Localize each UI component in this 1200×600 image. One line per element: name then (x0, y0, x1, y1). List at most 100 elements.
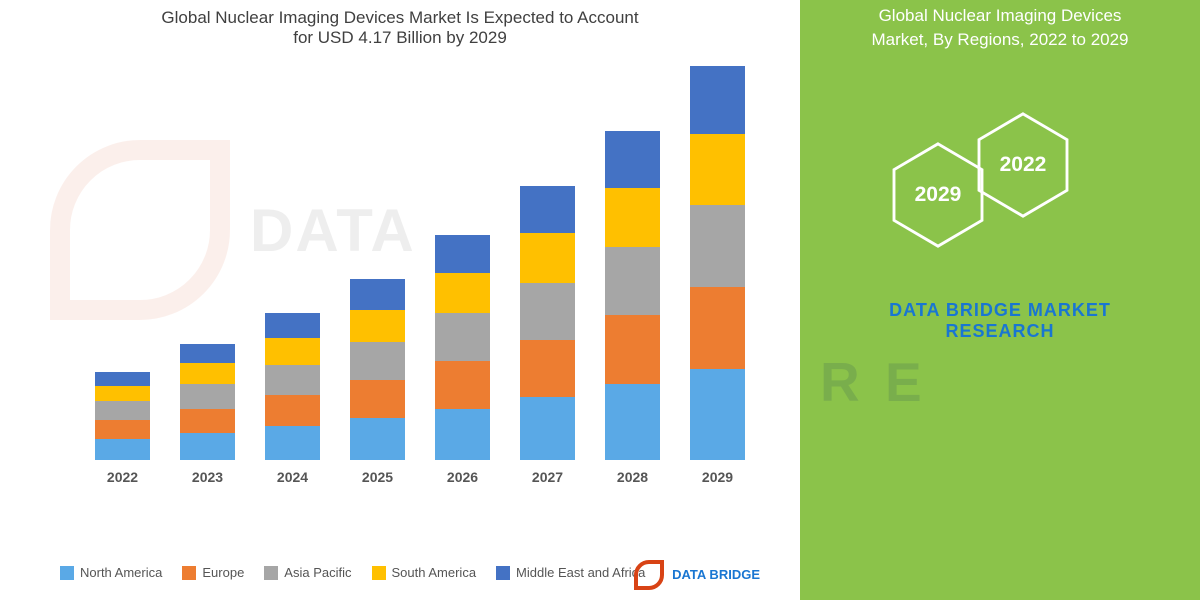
right-title-line1: Global Nuclear Imaging Devices (879, 6, 1122, 25)
brand-line2: RESEARCH (945, 321, 1054, 341)
bar-segment (605, 131, 660, 188)
legend-item: Middle East and Africa (496, 565, 645, 580)
legend-label: Middle East and Africa (516, 565, 645, 580)
bar-segment (265, 338, 320, 365)
x-axis-label: 2028 (598, 469, 668, 485)
bar-segment (690, 134, 745, 204)
bar-segment (605, 315, 660, 384)
x-axis-label: 2026 (428, 469, 498, 485)
hex-2029-label: 2029 (915, 183, 962, 206)
bar-group: 2025 (343, 279, 413, 460)
legend-label: North America (80, 565, 162, 580)
bar-segment (520, 186, 575, 234)
bar-stack (180, 344, 235, 460)
bar-group: 2024 (258, 313, 328, 460)
bar-segment (520, 283, 575, 340)
x-axis-label: 2024 (258, 469, 328, 485)
chart-title-line1: Global Nuclear Imaging Devices Market Is… (161, 8, 638, 27)
bar-segment (95, 372, 150, 385)
bar-segment (690, 369, 745, 460)
legend-item: Asia Pacific (264, 565, 351, 580)
footer-logo-text: DATA BRIDGE (672, 568, 760, 582)
bar-segment (95, 386, 150, 401)
brand-line1: DATA BRIDGE MARKET (889, 300, 1111, 320)
legend-item: South America (372, 565, 477, 580)
bar-segment (520, 397, 575, 460)
legend-swatch (496, 566, 510, 580)
bar-segment (180, 409, 235, 434)
x-axis-label: 2029 (683, 469, 753, 485)
bar-segment (350, 418, 405, 460)
chart-area: 20222023202420252026202720282029 (80, 60, 760, 490)
bar-segment (435, 313, 490, 361)
bar-segment (605, 384, 660, 460)
bar-segment (95, 420, 150, 439)
bar-stack (95, 372, 150, 460)
bar-segment (350, 310, 405, 342)
x-axis-label: 2027 (513, 469, 583, 485)
footer-logo-icon (634, 560, 664, 590)
legend-swatch (372, 566, 386, 580)
bar-segment (435, 361, 490, 409)
hexagon-2022: 2022 (975, 110, 1071, 220)
bar-segment (180, 363, 235, 384)
bar-stack (435, 235, 490, 460)
right-panel-title: Global Nuclear Imaging Devices Market, B… (800, 0, 1200, 52)
bar-group: 2022 (88, 372, 158, 460)
bar-group: 2029 (683, 66, 753, 460)
bar-segment (95, 439, 150, 460)
bar-segment (520, 340, 575, 397)
bar-segment (265, 426, 320, 460)
bar-segment (265, 395, 320, 425)
legend-swatch (182, 566, 196, 580)
bar-segment (180, 433, 235, 460)
x-axis-label: 2025 (343, 469, 413, 485)
bar-segment (95, 401, 150, 420)
chart-title-line2: for USD 4.17 Billion by 2029 (293, 28, 507, 47)
right-title-line2: Market, By Regions, 2022 to 2029 (871, 30, 1128, 49)
bar-segment (350, 279, 405, 309)
brand-text: DATA BRIDGE MARKET RESEARCH (800, 300, 1200, 342)
right-panel: Global Nuclear Imaging Devices Market, B… (800, 0, 1200, 600)
legend-label: Asia Pacific (284, 565, 351, 580)
bar-group: 2023 (173, 344, 243, 460)
legend-label: Europe (202, 565, 244, 580)
hex-2022-label: 2022 (1000, 153, 1047, 176)
bar-stack (350, 279, 405, 460)
bar-segment (265, 313, 320, 338)
bar-segment (520, 233, 575, 283)
chart-title: Global Nuclear Imaging Devices Market Is… (0, 0, 800, 48)
bar-segment (690, 205, 745, 287)
right-watermark: R E (820, 350, 927, 414)
bar-segment (690, 287, 745, 369)
bar-segment (690, 66, 745, 135)
legend-swatch (264, 566, 278, 580)
x-axis-label: 2023 (173, 469, 243, 485)
legend-item: Europe (182, 565, 244, 580)
x-axis-label: 2022 (88, 469, 158, 485)
bar-segment (180, 344, 235, 363)
bar-segment (265, 365, 320, 395)
bar-segment (435, 235, 490, 273)
bar-segment (350, 380, 405, 418)
legend-swatch (60, 566, 74, 580)
bar-stack (690, 66, 745, 460)
bar-stack (265, 313, 320, 460)
bar-segment (605, 188, 660, 247)
bar-group: 2028 (598, 131, 668, 461)
bar-segment (350, 342, 405, 380)
bar-group: 2027 (513, 186, 583, 460)
bar-stack (605, 131, 660, 461)
legend-item: North America (60, 565, 162, 580)
footer-logo: DATA BRIDGE (634, 560, 760, 590)
bar-segment (605, 247, 660, 316)
bar-stack (520, 186, 575, 460)
legend-label: South America (392, 565, 477, 580)
bar-group: 2026 (428, 235, 498, 460)
chart-panel: Global Nuclear Imaging Devices Market Is… (0, 0, 800, 600)
bar-segment (435, 409, 490, 460)
bars-container: 20222023202420252026202720282029 (80, 60, 760, 460)
hexagon-2029: 2029 (890, 140, 986, 250)
bar-segment (435, 273, 490, 313)
bar-segment (180, 384, 235, 409)
